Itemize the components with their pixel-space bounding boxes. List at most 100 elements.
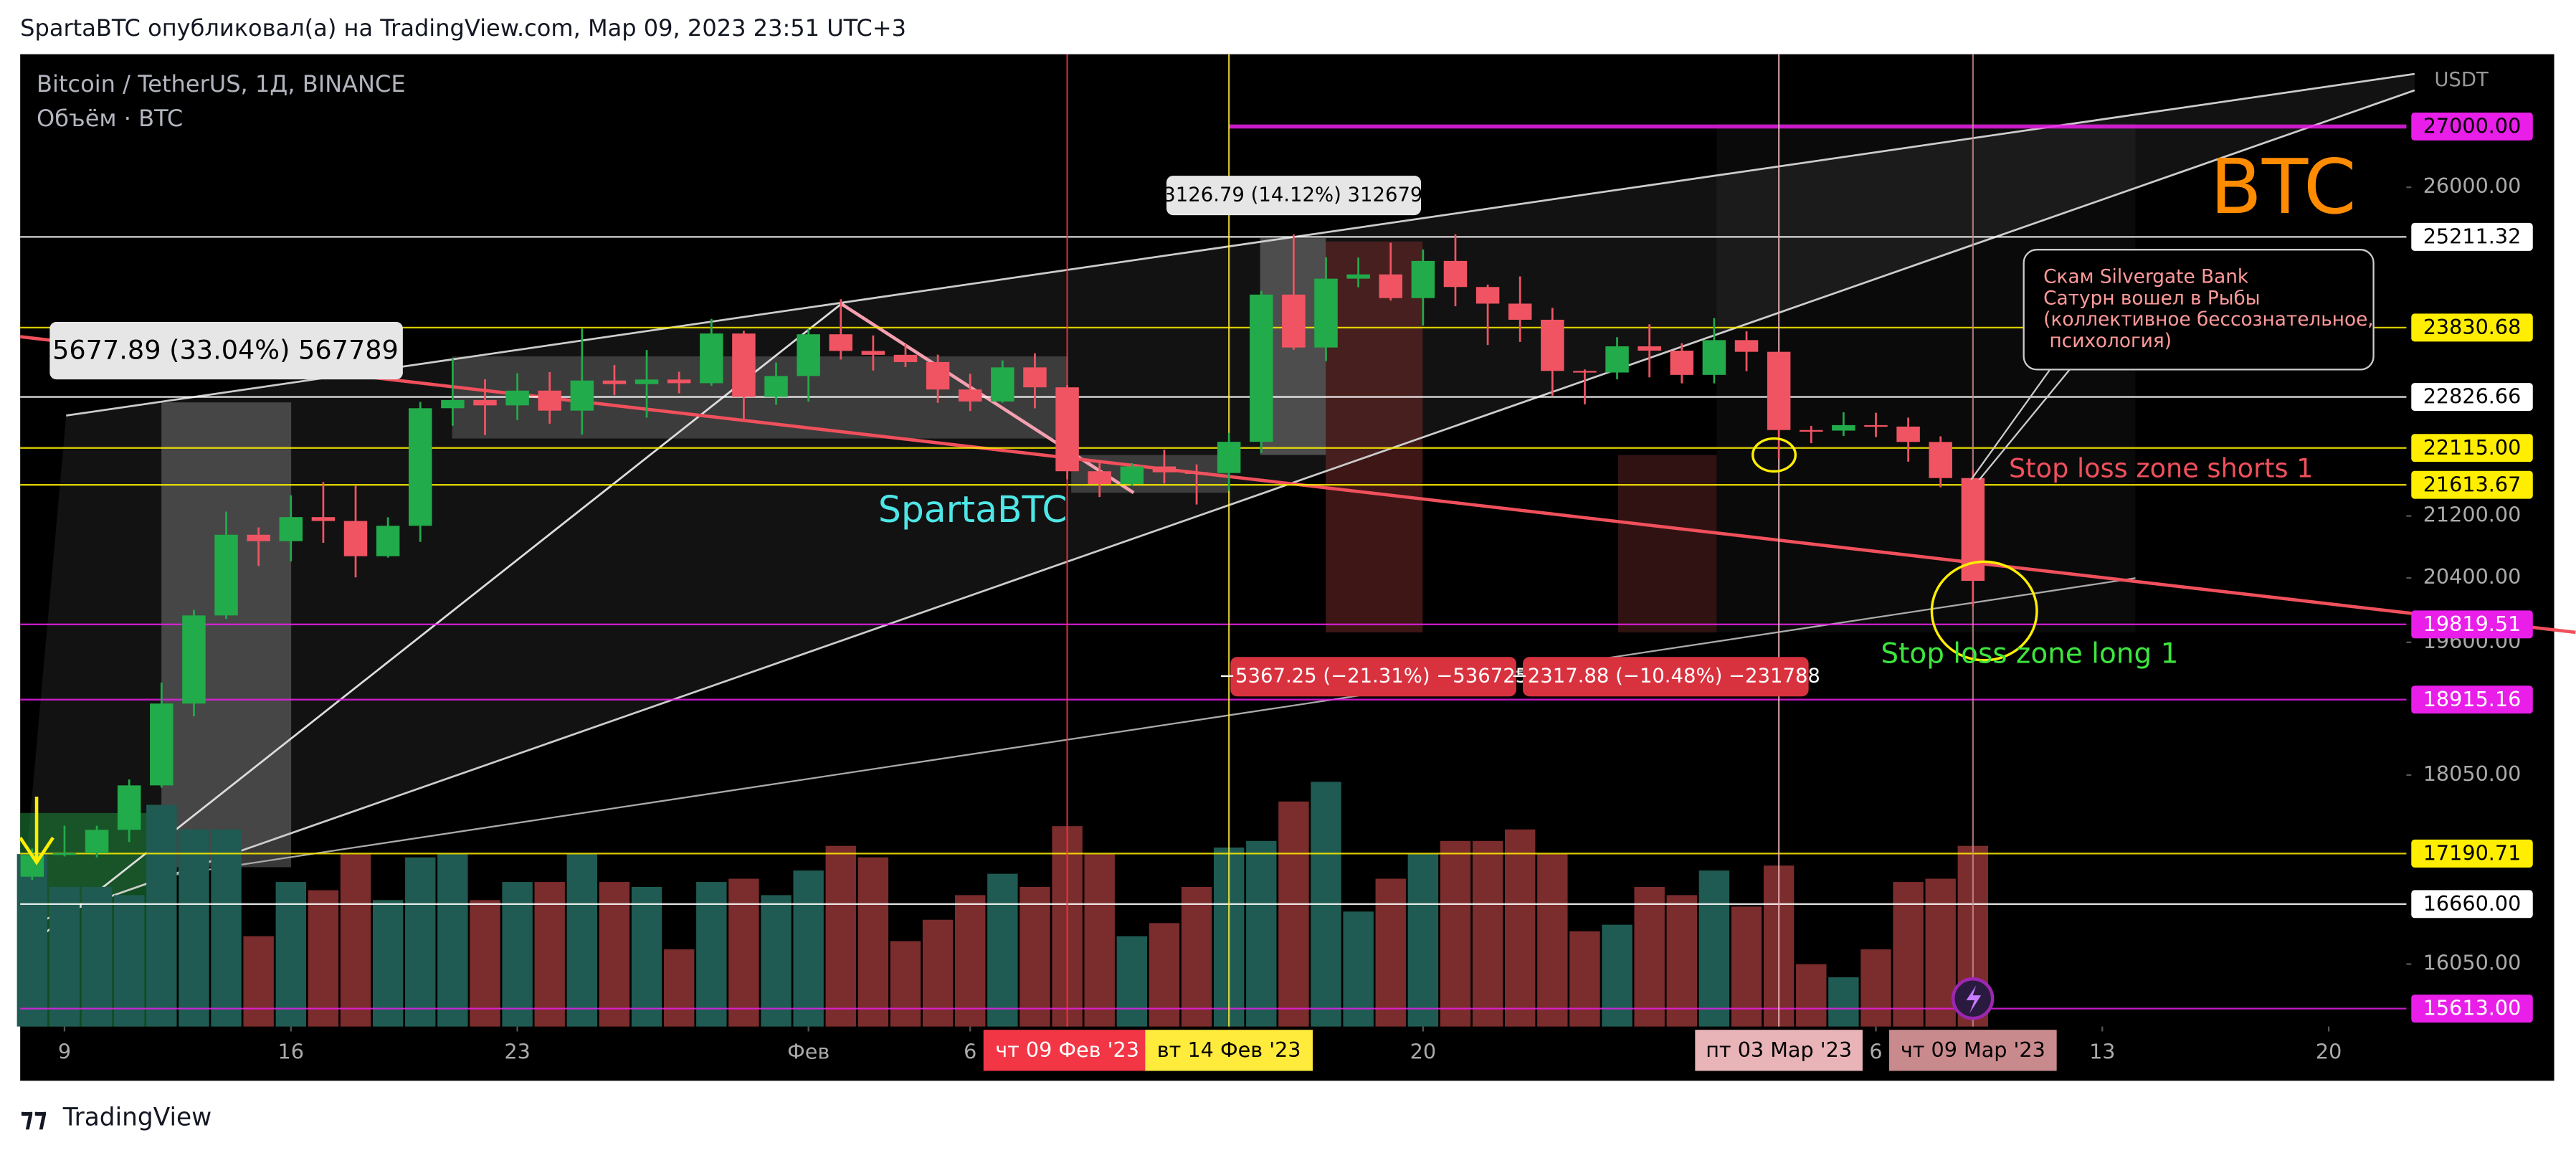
candle-body [1475, 287, 1500, 304]
price-label-bg [2411, 383, 2533, 412]
candle-body [182, 615, 206, 704]
volume-bar [1666, 895, 1697, 1027]
candle-body [797, 334, 820, 376]
volume-bar [113, 895, 145, 1027]
x-tick-label: 16 [278, 1039, 304, 1063]
volume-bar [1925, 878, 1956, 1027]
volume-bar [1537, 854, 1568, 1027]
candle-body [667, 379, 691, 384]
measure-label: 3126.79 (14.12%) 312679 [1163, 184, 1422, 207]
candle-body [117, 785, 141, 830]
candle-body [570, 380, 594, 411]
candle-body [1832, 424, 1855, 431]
candle-body [1411, 260, 1435, 298]
volume-bar [1246, 840, 1277, 1027]
callout-text: Скам Silvergate Bank [2043, 267, 2249, 288]
volume-bar [146, 805, 177, 1027]
volume-bar [1698, 870, 1730, 1027]
volume-bar [1828, 977, 1859, 1027]
price-label: 23830.68 [2423, 315, 2522, 339]
price-label: 15613.00 [2423, 996, 2522, 1020]
volume-bar [81, 886, 113, 1027]
candle-body [505, 390, 529, 406]
trend-line [148, 577, 2136, 880]
callout-text: Сатурн вошел в Рыбы [2043, 288, 2260, 309]
symbol-legend: Bitcoin / TetherUS, 1Д, BINANCE [37, 70, 406, 98]
x-tick-label: 20 [2316, 1039, 2342, 1063]
volume-bar [179, 829, 209, 1027]
volume-bar [599, 882, 630, 1027]
down-range-box [1617, 455, 1717, 632]
volume-bar [405, 857, 436, 1027]
volume-bar [1860, 949, 1891, 1027]
price-label-bg [2411, 434, 2533, 462]
x-tick-label: 6 [964, 1039, 976, 1063]
volume-bar [663, 949, 695, 1027]
candle-body [991, 367, 1014, 402]
price-label: 22826.66 [2423, 384, 2522, 409]
candle-body [1088, 471, 1111, 485]
volume-bar [857, 857, 889, 1027]
price-label-bg [2411, 222, 2533, 251]
y-tick-label: 18050.00 [2423, 761, 2522, 786]
price-label-bg [2411, 890, 2533, 919]
currency-label: USDT [2434, 68, 2489, 91]
publish-header: SpartaBTC опубликовал(а) на TradingView.… [20, 14, 906, 42]
volume-bar [372, 900, 404, 1027]
brand-text: BTC [2210, 143, 2357, 231]
volume-bar [1569, 931, 1600, 1027]
footer-brand: TradingView [62, 1103, 212, 1131]
x-tick-label: 20 [1410, 1039, 1436, 1063]
candle-body [1670, 351, 1694, 375]
wedge-fill [20, 74, 2415, 929]
logo-mark: ⁊⁊ [20, 1101, 47, 1132]
highlight-circle [1752, 437, 1797, 473]
candle-body [1152, 466, 1177, 473]
volume-bar [275, 882, 306, 1027]
date-label-bg [1695, 1030, 1863, 1071]
candle-body [1864, 424, 1888, 427]
candle-body [1767, 351, 1791, 430]
volume-bar [437, 854, 468, 1027]
drawings [19, 72, 2576, 1027]
arrow-icon [19, 796, 54, 865]
candle-body [861, 351, 885, 355]
volume-bar [1084, 854, 1115, 1027]
candle-body [311, 517, 336, 521]
candle-body [150, 703, 174, 786]
volume-bar [16, 854, 48, 1027]
candle-body [52, 853, 77, 855]
candle-body [1250, 294, 1273, 442]
candle-body [1541, 319, 1564, 371]
candle-body [214, 534, 238, 616]
candle-body [409, 408, 432, 526]
price-label: 16660.00 [2423, 891, 2522, 916]
callout-box [2023, 249, 2375, 371]
candle-body [376, 526, 400, 556]
candle-body [635, 379, 659, 384]
volume-bar [243, 936, 274, 1027]
y-tick-label: 16050.00 [2423, 951, 2522, 975]
volume-bar [1472, 840, 1503, 1027]
candle-body [1314, 278, 1338, 348]
volume-bar [1407, 854, 1439, 1027]
volume-bar [1149, 923, 1180, 1027]
candle-body [247, 534, 270, 541]
x-tick-label: 6 [1869, 1039, 1882, 1063]
date-label: чт 09 Фев '23 [995, 1038, 1139, 1062]
volume-bar [1020, 886, 1050, 1027]
measure-label: −2317.88 (−10.48%) −231788 [1511, 665, 1820, 688]
candle-body [538, 390, 561, 411]
volume-bar [922, 919, 954, 1027]
candle-body [1379, 274, 1402, 298]
price-label: 18915.16 [2423, 687, 2522, 711]
candle-body [1638, 346, 1661, 351]
candle-body [926, 361, 950, 390]
candle-body [1120, 466, 1144, 485]
volume-bar [761, 895, 792, 1027]
candle-body [700, 333, 723, 384]
volume-bar [1116, 936, 1148, 1027]
measure-label: 5677.89 (33.04%) 567789 [52, 335, 399, 366]
price-label: 22115.00 [2423, 435, 2522, 460]
